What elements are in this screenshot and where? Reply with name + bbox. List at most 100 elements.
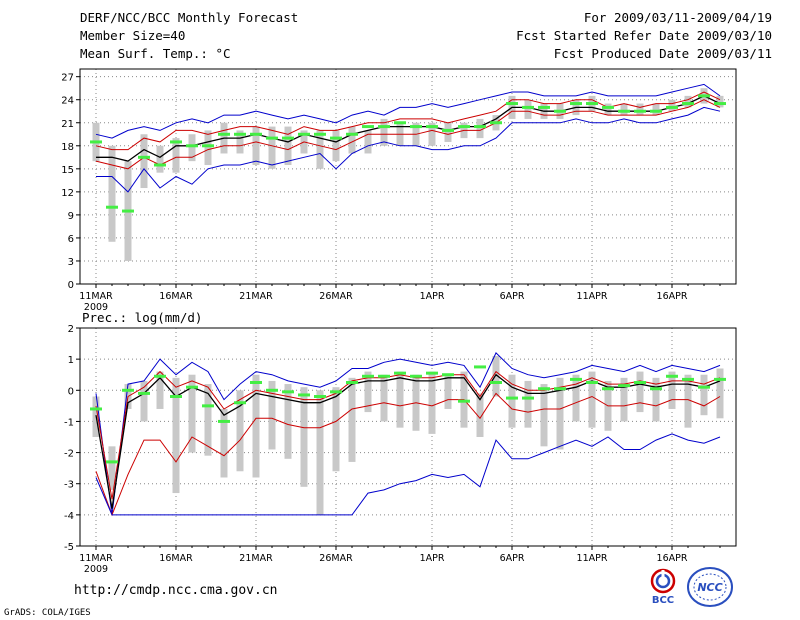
forecast-produced-label: Fcst Produced Date 2009/03/11 xyxy=(553,46,772,61)
grads-credit: GrADS: COLA/IGES xyxy=(4,608,91,618)
temp-member-range-bar xyxy=(316,130,324,169)
prec-xtick-label: 11APR xyxy=(577,553,608,564)
prec-member-range-bar xyxy=(220,408,228,478)
source-url: http://cmdp.ncc.cma.gov.cn xyxy=(74,583,278,598)
prec-member-range-bar xyxy=(636,371,644,413)
prec-member-range-bar xyxy=(620,377,628,422)
temp-member-range-bar xyxy=(652,103,660,116)
prec-member-range-bar xyxy=(588,371,596,428)
prec-member-range-bar xyxy=(252,374,260,478)
prec-member-range-bar xyxy=(316,390,324,515)
temp-member-range-bar xyxy=(684,95,692,108)
variable-label: Mean Surf. Temp.: °C xyxy=(80,46,231,61)
prec-series-min xyxy=(95,433,721,516)
temp-frame xyxy=(79,68,737,285)
prec-ytick-label: -1 xyxy=(64,417,74,428)
temp-member-range-bar xyxy=(332,130,340,162)
temp-xtick-label: 11APR xyxy=(577,291,608,302)
temp-ytick-label: 21 xyxy=(61,119,74,130)
temp-member-range-bar xyxy=(156,145,164,173)
temp-member-range-bar xyxy=(236,130,244,154)
prec-member-range-bar xyxy=(444,374,452,409)
temp-member-range-bar xyxy=(348,126,356,154)
temp-member-range-bar xyxy=(188,134,196,162)
bcc-logo-icon: BCC xyxy=(650,568,676,606)
prec-ytick-label: -2 xyxy=(64,449,74,460)
prec-panel-title: Prec.: log(mm/d) xyxy=(82,310,202,325)
temp-member-range-bar xyxy=(476,118,484,139)
prec-series-upper xyxy=(95,370,721,500)
forecast-start-label: Fcst Started Refer Date 2009/03/10 xyxy=(516,28,772,43)
prec-member-range-bar xyxy=(524,380,532,428)
prec-member-range-bar xyxy=(108,446,116,490)
prec-member-range-bar xyxy=(236,390,244,472)
temp-xtick-label: 21MAR xyxy=(239,291,273,302)
temp-year-label: 2009 xyxy=(84,302,108,313)
prec-member-range-bar xyxy=(172,377,180,494)
temp-member-range-bar xyxy=(380,118,388,146)
prec-frame xyxy=(79,327,737,547)
temp-ytick-label: 24 xyxy=(61,96,74,107)
prec-series-lower xyxy=(95,392,721,517)
prec-member-range-bar xyxy=(428,371,436,434)
temp-ytick-label: 0 xyxy=(68,280,74,291)
temp-member-range-bar xyxy=(364,130,372,154)
prec-member-range-bar xyxy=(668,371,676,409)
member-size-label: Member Size=40 xyxy=(80,28,186,43)
temp-ytick-label: 3 xyxy=(68,257,74,268)
prec-ytick-label: 0 xyxy=(68,386,74,397)
temp-member-range-bar xyxy=(268,126,276,169)
temp-member-range-bar xyxy=(140,134,148,189)
prec-member-range-bar xyxy=(284,384,292,459)
prec-member-range-bar xyxy=(380,374,388,422)
temp-ytick-label: 9 xyxy=(68,211,74,222)
temp-member-range-bar xyxy=(284,126,292,165)
prec-ytick-label: 2 xyxy=(68,324,74,335)
ncc-logo-text: NCC xyxy=(697,581,722,594)
temp-xtick-label: 26MAR xyxy=(319,291,353,302)
bcc-logo-text: BCC xyxy=(652,595,674,606)
temp-series-min xyxy=(96,106,721,193)
chart-title: DERF/NCC/BCC Monthly Forecast xyxy=(80,10,299,25)
temp-member-range-bar xyxy=(716,95,724,108)
prec-member-range-bar xyxy=(348,377,356,462)
temp-member-range-bar xyxy=(620,103,628,116)
prec-member-range-bar xyxy=(700,374,708,416)
prec-member-range-bar xyxy=(140,380,148,422)
prec-xtick-label: 26MAR xyxy=(319,553,353,564)
temp-series-mean xyxy=(96,95,721,162)
prec-member-range-bar xyxy=(268,380,276,450)
prec-member-range-bar xyxy=(652,377,660,422)
ncc-logo-icon: NCC xyxy=(687,567,733,607)
prec-xtick-label: 21MAR xyxy=(239,553,273,564)
prec-xtick-label: 11MAR xyxy=(79,553,113,564)
temp-series-lower xyxy=(95,99,721,170)
temp-member-range-bar xyxy=(108,145,116,242)
temp-xtick-label: 11MAR xyxy=(79,291,113,302)
temp-xtick-label: 6APR xyxy=(500,291,525,302)
temp-xtick-label: 16APR xyxy=(657,291,688,302)
temp-member-range-bar xyxy=(636,103,644,116)
prec-member-range-bar xyxy=(188,374,196,453)
temp-member-range-bar xyxy=(204,130,212,165)
prec-member-range-bar xyxy=(396,371,404,428)
temp-series-upper xyxy=(95,91,721,151)
prec-member-range-bar xyxy=(508,374,516,428)
temp-ytick-label: 15 xyxy=(61,165,74,176)
temp-ytick-label: 6 xyxy=(68,234,74,245)
prec-ytick-label: -5 xyxy=(64,542,74,553)
temp-member-range-bar xyxy=(604,103,612,116)
prec-member-range-bar xyxy=(476,393,484,437)
prec-member-range-bar xyxy=(156,371,164,409)
temp-member-range-bar xyxy=(428,122,436,146)
temp-ytick-label: 12 xyxy=(61,188,74,199)
prec-xtick-label: 16MAR xyxy=(159,553,193,564)
forecast-period-label: For 2009/03/11-2009/04/19 xyxy=(583,10,772,25)
prec-member-range-bar xyxy=(492,356,500,397)
prec-ytick-label: -4 xyxy=(64,511,74,522)
temp-member-range-bar xyxy=(252,126,260,165)
temp-series-max xyxy=(95,83,721,139)
prec-xtick-label: 6APR xyxy=(500,553,525,564)
temp-ytick-label: 18 xyxy=(61,142,74,153)
